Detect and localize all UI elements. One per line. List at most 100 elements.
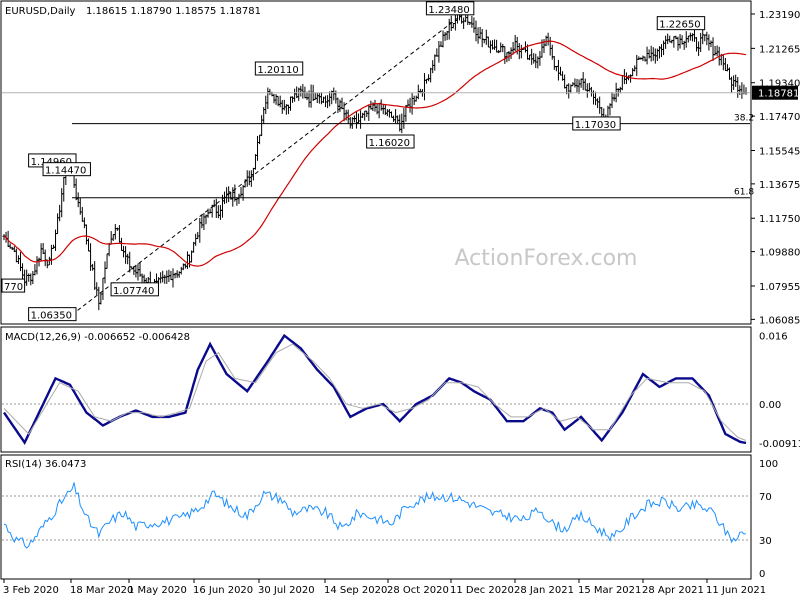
ohlc-bar	[357, 113, 361, 124]
ohlc-bar	[93, 261, 97, 290]
rsi-y-tick-label: 100	[759, 459, 778, 470]
rsi-y-tick-label: 30	[759, 536, 772, 547]
ohlc-bar	[49, 244, 53, 265]
ohlc-bar	[715, 45, 719, 57]
ohlc-bar	[99, 293, 103, 305]
ohlc-bar	[659, 44, 663, 58]
ohlc-bar	[433, 54, 437, 71]
price-annotation-box	[1, 278, 26, 293]
ohlc-bar	[365, 110, 369, 118]
ohlc-bar	[387, 109, 391, 118]
ohlc-bar	[435, 48, 439, 57]
watermark: ActionForex.com	[455, 246, 638, 271]
price-ohlc-header: 1.18615 1.18790 1.18575 1.18781	[86, 6, 261, 17]
ohlc-bar	[128, 251, 132, 273]
price-annotation-label: 1.22650	[659, 20, 700, 31]
ohlc-bar	[392, 115, 396, 122]
price-annotation-label: 770	[4, 282, 23, 293]
ohlc-bar	[373, 99, 377, 112]
ohlc-bar	[554, 65, 558, 72]
ohlc-bar	[109, 231, 113, 245]
ohlc-bar	[107, 242, 111, 257]
ohlc-bar	[408, 97, 412, 113]
ohlc-bar	[493, 39, 497, 50]
ohlc-bar	[552, 56, 556, 70]
ohlc-bar	[194, 233, 198, 246]
ohlc-bar	[672, 36, 676, 48]
ohlc-bar	[117, 225, 121, 243]
price-annotation: 1.20110	[254, 61, 304, 76]
ohlc-bar	[713, 45, 717, 56]
price-annotation-label: 1.06350	[31, 311, 72, 322]
x-tick-label: 1 May 2020	[128, 585, 187, 596]
ohlc-bar	[394, 109, 398, 124]
price-annotation: 1.17030	[572, 116, 621, 131]
ohlc-bar	[443, 32, 447, 41]
ohlc-bar	[198, 217, 202, 243]
ohlc-bar	[278, 95, 282, 108]
ohlc-bar	[16, 255, 20, 265]
ohlc-bar	[62, 176, 66, 202]
ohlc-bar	[274, 94, 278, 105]
price-y-tick-label: 1.06085	[759, 315, 800, 326]
ohlc-bar	[548, 36, 552, 56]
ohlc-bar	[35, 256, 39, 275]
ohlc-bar	[437, 41, 441, 63]
price-y-tick-label: 1.15545	[759, 146, 800, 157]
ohlc-bar	[95, 282, 99, 296]
price-annotation: 1.22650	[656, 16, 706, 31]
ohlc-bar	[41, 242, 45, 255]
ohlc-bar	[476, 27, 480, 44]
ohlc-bar	[678, 33, 682, 49]
ohlc-bar	[256, 135, 260, 161]
macd-panel-title: MACD(12,26,9) -0.006652 -0.006428	[5, 332, 190, 343]
ohlc-bar	[282, 99, 286, 111]
ohlc-bar	[264, 95, 268, 114]
ohlc-bar	[709, 40, 713, 48]
current-price-tag	[752, 85, 798, 100]
x-tick-label: 18 Mar 2020	[70, 585, 133, 596]
ohlc-bar	[251, 167, 255, 181]
ohlc-bar	[513, 34, 517, 52]
ohlc-bar	[33, 264, 37, 276]
ohlc-bar	[385, 109, 389, 117]
ohlc-bar	[645, 46, 649, 65]
ohlc-bar	[499, 42, 503, 53]
ohlc-bar	[721, 54, 725, 71]
ohlc-bar	[260, 115, 264, 137]
price-panel: EURUSD,Daily 1.18615 1.18790 1.18575 1.1…	[0, 0, 800, 326]
rsi-panel-title: RSI(14) 36.0473	[5, 459, 86, 470]
fib-level-label: 38.2	[734, 114, 754, 124]
ohlc-bar	[87, 238, 91, 252]
current-price-label: 1.18781	[758, 89, 799, 100]
ohlc-bar	[472, 17, 476, 33]
ohlc-bar	[299, 85, 303, 97]
ohlc-bar	[39, 243, 43, 262]
ohlc-bar	[241, 184, 245, 201]
price-y-tick-label: 1.17470	[759, 112, 800, 123]
ohlc-bar	[620, 75, 624, 91]
ohlc-bar	[381, 104, 385, 115]
ohlc-bar	[410, 92, 414, 115]
ohlc-bar	[280, 99, 284, 114]
price-annotation-label: 1.07740	[113, 286, 154, 297]
ohlc-bar	[171, 268, 175, 288]
ohlc-bar	[175, 270, 179, 278]
price-panel-title: EURUSD,Daily	[5, 6, 76, 17]
ohlc-bar	[58, 204, 62, 222]
ohlc-bar	[447, 18, 451, 40]
ohlc-bar	[363, 110, 367, 121]
ohlc-bar	[563, 74, 567, 89]
ohlc-bar	[734, 74, 738, 87]
ohlc-bar	[501, 43, 505, 53]
ohlc-bar	[324, 95, 328, 108]
price-annotation-box	[28, 307, 77, 322]
price-y-tick-label: 1.13675	[759, 180, 800, 191]
ohlc-bar	[161, 270, 165, 283]
ohlc-bar	[740, 82, 744, 99]
rsi-panel-frame	[0, 454, 752, 580]
ohlc-bar	[635, 54, 639, 76]
ohlc-bar	[291, 96, 295, 103]
ohlc-bar	[105, 253, 109, 269]
ohlc-bar	[361, 112, 365, 118]
